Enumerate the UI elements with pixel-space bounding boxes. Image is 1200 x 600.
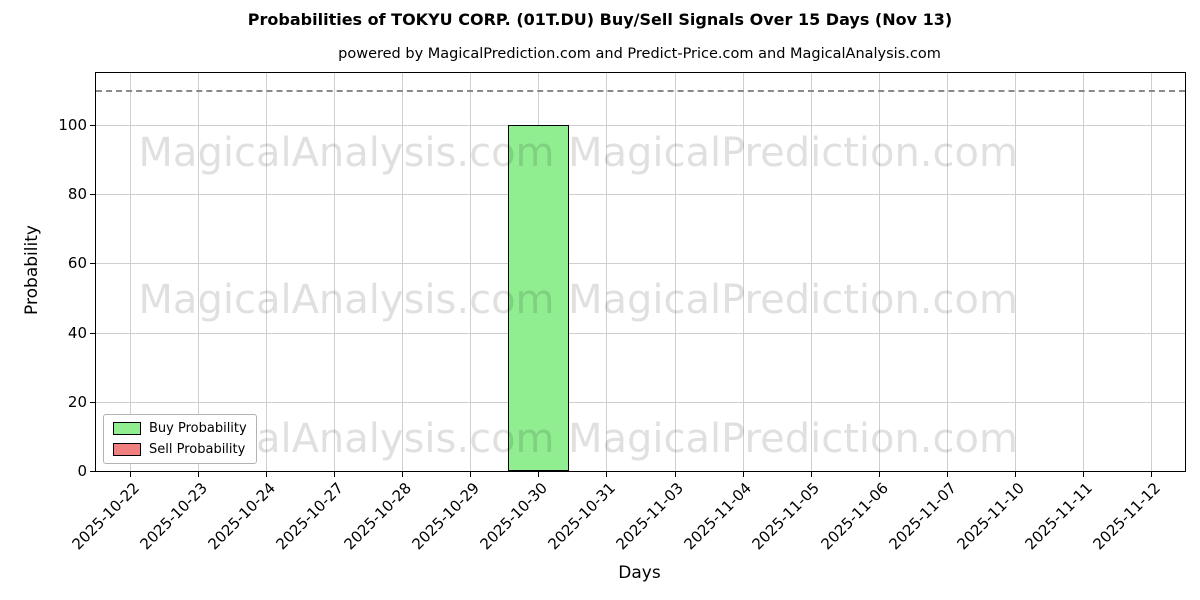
- x-gridline: [878, 73, 880, 471]
- x-tick-mark: [1082, 472, 1084, 477]
- y-axis-title: Probability: [22, 225, 42, 315]
- y-tick-label: 0: [77, 462, 87, 480]
- y-gridline: [96, 263, 1185, 265]
- x-tick-mark: [606, 472, 608, 477]
- x-tick-label: 2025-10-31: [544, 479, 620, 554]
- legend-label: Buy Probability: [149, 421, 247, 436]
- legend: Buy Probability Sell Probability: [103, 414, 257, 464]
- x-gridline: [402, 73, 404, 471]
- y-tick-mark: [90, 194, 95, 196]
- y-tick-label: 60: [67, 254, 87, 273]
- x-gridline: [334, 73, 336, 471]
- x-tick-label: 2025-10-30: [476, 479, 552, 554]
- dashed-threshold-line: [96, 90, 1185, 93]
- y-gridline: [96, 332, 1185, 334]
- x-tick-label: 2025-10-23: [136, 479, 211, 554]
- x-gridline: [470, 73, 472, 471]
- x-tick-mark: [810, 472, 812, 477]
- x-tick-label: 2025-11-12: [1089, 479, 1164, 554]
- x-gridline: [266, 73, 268, 471]
- y-tick-label: 20: [67, 392, 87, 411]
- y-gridline: [96, 194, 1185, 196]
- y-tick-label: 40: [67, 323, 87, 342]
- x-tick-label: 2025-10-22: [68, 479, 143, 554]
- chart-subtitle: powered by MagicalPrediction.com and Pre…: [338, 46, 941, 62]
- x-tick-mark: [130, 472, 132, 477]
- watermark-text: MagicalPrediction.com: [567, 129, 1018, 176]
- x-tick-label: 2025-11-04: [680, 479, 756, 554]
- x-tick-mark: [402, 472, 404, 477]
- x-tick-label: 2025-11-06: [817, 479, 892, 554]
- legend-label: Sell Probability: [149, 442, 246, 457]
- x-gridline: [198, 73, 200, 471]
- y-tick-label: 100: [58, 115, 87, 134]
- bar-buy: [507, 124, 570, 471]
- y-tick-mark: [90, 471, 95, 472]
- x-gridline: [1014, 73, 1016, 471]
- x-tick-label: 2025-11-05: [749, 479, 824, 554]
- x-tick-mark: [334, 472, 336, 477]
- x-gridline: [674, 73, 676, 471]
- y-tick-mark: [90, 332, 95, 334]
- x-tick-label: 2025-11-07: [885, 479, 960, 554]
- x-gridline: [606, 73, 608, 471]
- y-tick-mark: [90, 124, 95, 126]
- legend-item: Buy Probability: [113, 421, 247, 436]
- x-tick-label: 2025-10-27: [272, 479, 347, 554]
- y-tick-mark: [90, 263, 95, 265]
- x-gridline: [1150, 73, 1152, 471]
- watermark-text: MagicalAnalysis.com: [138, 129, 555, 176]
- watermark-text: MagicalPrediction.com: [567, 416, 1018, 463]
- y-gridline: [96, 401, 1185, 403]
- x-tick-mark: [1150, 472, 1152, 477]
- x-tick-label: 2025-11-10: [953, 479, 1028, 554]
- x-tick-mark: [538, 472, 540, 477]
- legend-swatch: [113, 422, 141, 435]
- x-gridline: [742, 73, 744, 471]
- x-gridline: [130, 73, 132, 471]
- x-gridline: [946, 73, 948, 471]
- x-tick-mark: [674, 472, 676, 477]
- x-tick-mark: [878, 472, 880, 477]
- x-tick-label: 2025-11-11: [1021, 479, 1096, 554]
- y-gridline: [96, 124, 1185, 126]
- y-tick-mark: [90, 401, 95, 403]
- x-tick-mark: [946, 472, 948, 477]
- x-tick-mark: [1014, 472, 1016, 477]
- plot-area: Buy Probability Sell Probability 0 20 40 60 8…: [58, 72, 1186, 553]
- watermark-text: MagicalPrediction.com: [567, 276, 1018, 323]
- x-tick-label: 2025-11-03: [612, 479, 688, 554]
- x-tick-mark: [198, 472, 200, 477]
- x-gridline: [1082, 73, 1084, 471]
- x-tick-mark: [742, 472, 744, 477]
- y-tick-label: 80: [67, 185, 87, 204]
- x-axis-title: Days: [618, 563, 661, 583]
- x-tick-label: 2025-10-29: [408, 479, 484, 554]
- x-tick-label: 2025-10-24: [204, 479, 279, 554]
- x-tick-mark: [470, 472, 472, 477]
- chart-title: Probabilities of TOKYU CORP. (01T.DU) Bu…: [247, 10, 953, 29]
- legend-item: Sell Probability: [113, 442, 247, 457]
- x-tick-mark: [266, 472, 268, 477]
- watermark-text: MagicalAnalysis.com: [138, 276, 555, 323]
- x-gridline: [810, 73, 812, 471]
- x-tick-label: 2025-10-28: [340, 479, 416, 554]
- legend-swatch: [113, 443, 141, 456]
